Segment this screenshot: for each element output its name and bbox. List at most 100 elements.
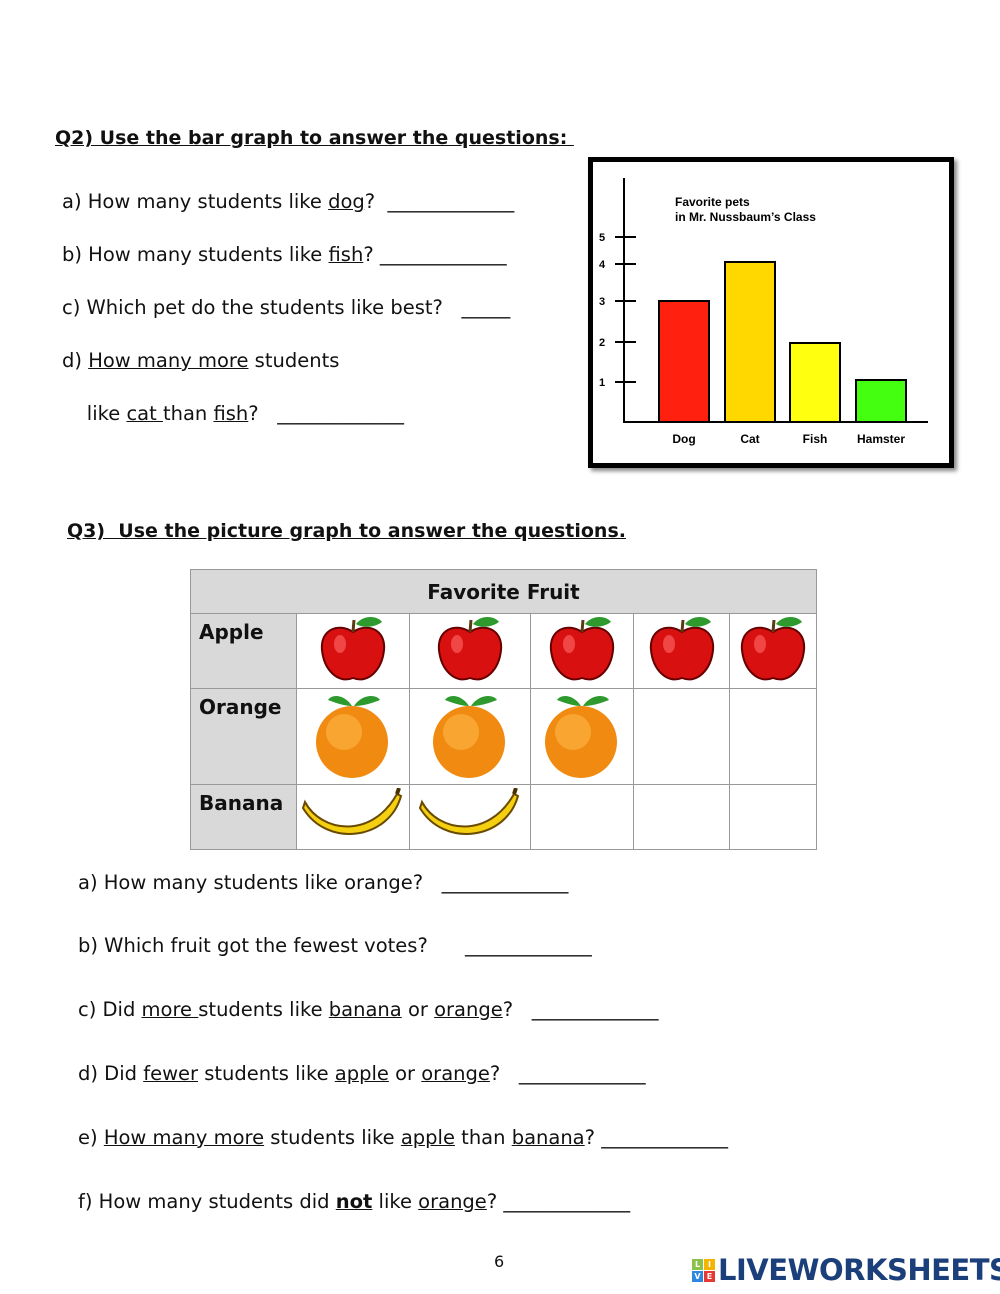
picture-cell bbox=[633, 613, 730, 689]
y-tick-label: 5 bbox=[599, 232, 605, 244]
y-tick-label: 2 bbox=[599, 337, 605, 349]
q3-heading: Q3) Use the picture graph to answer the … bbox=[67, 520, 626, 542]
question-q3-1: b) Which fruit got the fewest votes? ___… bbox=[78, 934, 592, 957]
question-text: apple bbox=[400, 1126, 455, 1149]
question-text: banana bbox=[511, 1126, 585, 1149]
row-label: Orange bbox=[190, 688, 297, 785]
picture-graph-title: Favorite Fruit bbox=[190, 569, 817, 614]
question-text: orange bbox=[434, 998, 503, 1021]
question-text: b) Which fruit got the fewest votes? ___… bbox=[78, 934, 592, 957]
question-q2-4: like cat than fish? _____________ bbox=[62, 402, 404, 425]
question-text: cat bbox=[126, 402, 163, 425]
apple-icon bbox=[547, 617, 617, 688]
question-text: dog bbox=[328, 190, 365, 213]
question-text: d) bbox=[62, 349, 89, 372]
question-text: not bbox=[335, 1190, 373, 1213]
picture-cell bbox=[409, 784, 531, 850]
question-text: f) How many students did bbox=[78, 1190, 336, 1213]
apple-icon bbox=[738, 617, 808, 688]
question-q2-1: b) How many students like fish? ________… bbox=[62, 243, 507, 266]
question-text: How many more bbox=[88, 349, 249, 372]
x-tick-label: Hamster bbox=[857, 432, 905, 446]
question-q2-0: a) How many students like dog? _________… bbox=[62, 190, 514, 213]
x-tick-label: Dog bbox=[672, 432, 695, 446]
question-text: e) bbox=[78, 1126, 104, 1149]
picture-graph-row-banana: Banana bbox=[190, 784, 817, 850]
bar-chart: Favorite pets in Mr. Nussbaum’s Class 1 2… bbox=[588, 157, 954, 468]
y-tick-label: 1 bbox=[599, 377, 605, 389]
apple-icon bbox=[647, 617, 717, 688]
question-text: c) Which pet do the students like best? … bbox=[62, 296, 511, 319]
question-text: c) Did bbox=[78, 998, 142, 1021]
question-text: orange bbox=[421, 1062, 490, 1085]
question-text: ? _____________ bbox=[248, 402, 404, 425]
apple-icon bbox=[435, 617, 505, 688]
question-q3-4: e) How many more students like apple tha… bbox=[78, 1126, 728, 1149]
page-number: 6 bbox=[494, 1252, 505, 1271]
picture-cell bbox=[633, 784, 730, 850]
picture-cell bbox=[729, 688, 817, 785]
picture-cell bbox=[296, 688, 410, 785]
question-text: How many more bbox=[103, 1126, 265, 1149]
question-q2-2: c) Which pet do the students like best? … bbox=[62, 296, 510, 319]
question-text: fewer bbox=[143, 1062, 199, 1085]
question-text: than bbox=[454, 1126, 512, 1149]
bar-fish bbox=[789, 342, 841, 423]
question-text: students bbox=[248, 349, 340, 372]
logo-text: LIVEWORKSHEETS bbox=[718, 1253, 1000, 1287]
orange-icon bbox=[539, 695, 625, 784]
question-text: ? _____________ bbox=[364, 190, 515, 213]
picture-cell bbox=[729, 613, 817, 689]
question-text: students like bbox=[198, 998, 329, 1021]
question-text: more bbox=[141, 998, 199, 1021]
bar-hamster bbox=[855, 379, 907, 423]
question-text: a) How many students like orange? ______… bbox=[78, 871, 569, 894]
question-text: ? _____________ bbox=[502, 998, 659, 1021]
chart-title-line1: Favorite pets bbox=[675, 195, 750, 209]
x-tick-label: Cat bbox=[740, 432, 759, 446]
question-text: students like bbox=[264, 1126, 401, 1149]
question-text: b) How many students like bbox=[62, 243, 329, 266]
picture-cell bbox=[409, 613, 531, 689]
question-text: like bbox=[62, 402, 127, 425]
chart-title-line2: in Mr. Nussbaum’s Class bbox=[675, 210, 816, 224]
picture-graph-row-orange: Orange bbox=[190, 688, 817, 785]
picture-graph-table: Favorite Fruit Apple Orange Banana bbox=[190, 569, 817, 850]
question-q3-3: d) Did fewer students like apple or oran… bbox=[78, 1062, 646, 1085]
picture-cell bbox=[530, 613, 634, 689]
picture-cell bbox=[530, 784, 634, 850]
question-text: ? _____________ bbox=[489, 1062, 646, 1085]
orange-icon bbox=[427, 695, 513, 784]
picture-cell bbox=[633, 688, 730, 785]
question-text: students like bbox=[198, 1062, 335, 1085]
question-q3-5: f) How many students did not like orange… bbox=[78, 1190, 630, 1213]
question-q3-2: c) Did more students like banana or oran… bbox=[78, 998, 658, 1021]
question-text: than bbox=[162, 402, 214, 425]
apple-icon bbox=[318, 617, 388, 688]
row-label: Banana bbox=[190, 784, 297, 850]
question-text: apple bbox=[334, 1062, 389, 1085]
x-tick-label: Fish bbox=[803, 432, 828, 446]
question-text: d) Did bbox=[78, 1062, 144, 1085]
picture-cell bbox=[729, 784, 817, 850]
question-text: a) How many students like bbox=[62, 190, 329, 213]
orange-icon bbox=[310, 695, 396, 784]
y-tick-label: 3 bbox=[599, 296, 605, 308]
question-text: like bbox=[372, 1190, 419, 1213]
question-text: orange bbox=[418, 1190, 487, 1213]
question-text: ? _____________ bbox=[486, 1190, 631, 1213]
row-label: Apple bbox=[190, 613, 297, 689]
question-q3-0: a) How many students like orange? ______… bbox=[78, 871, 568, 894]
banana-icon bbox=[301, 787, 405, 846]
picture-cell bbox=[409, 688, 531, 785]
question-text: or bbox=[401, 998, 435, 1021]
question-text: ? _____________ bbox=[363, 243, 507, 266]
bar-dog bbox=[658, 300, 710, 423]
question-text: fish bbox=[328, 243, 364, 266]
banana-icon bbox=[418, 787, 522, 846]
picture-graph-row-apple: Apple bbox=[190, 613, 817, 689]
picture-cell bbox=[296, 613, 410, 689]
q2-heading: Q2) Use the bar graph to answer the ques… bbox=[55, 127, 574, 149]
